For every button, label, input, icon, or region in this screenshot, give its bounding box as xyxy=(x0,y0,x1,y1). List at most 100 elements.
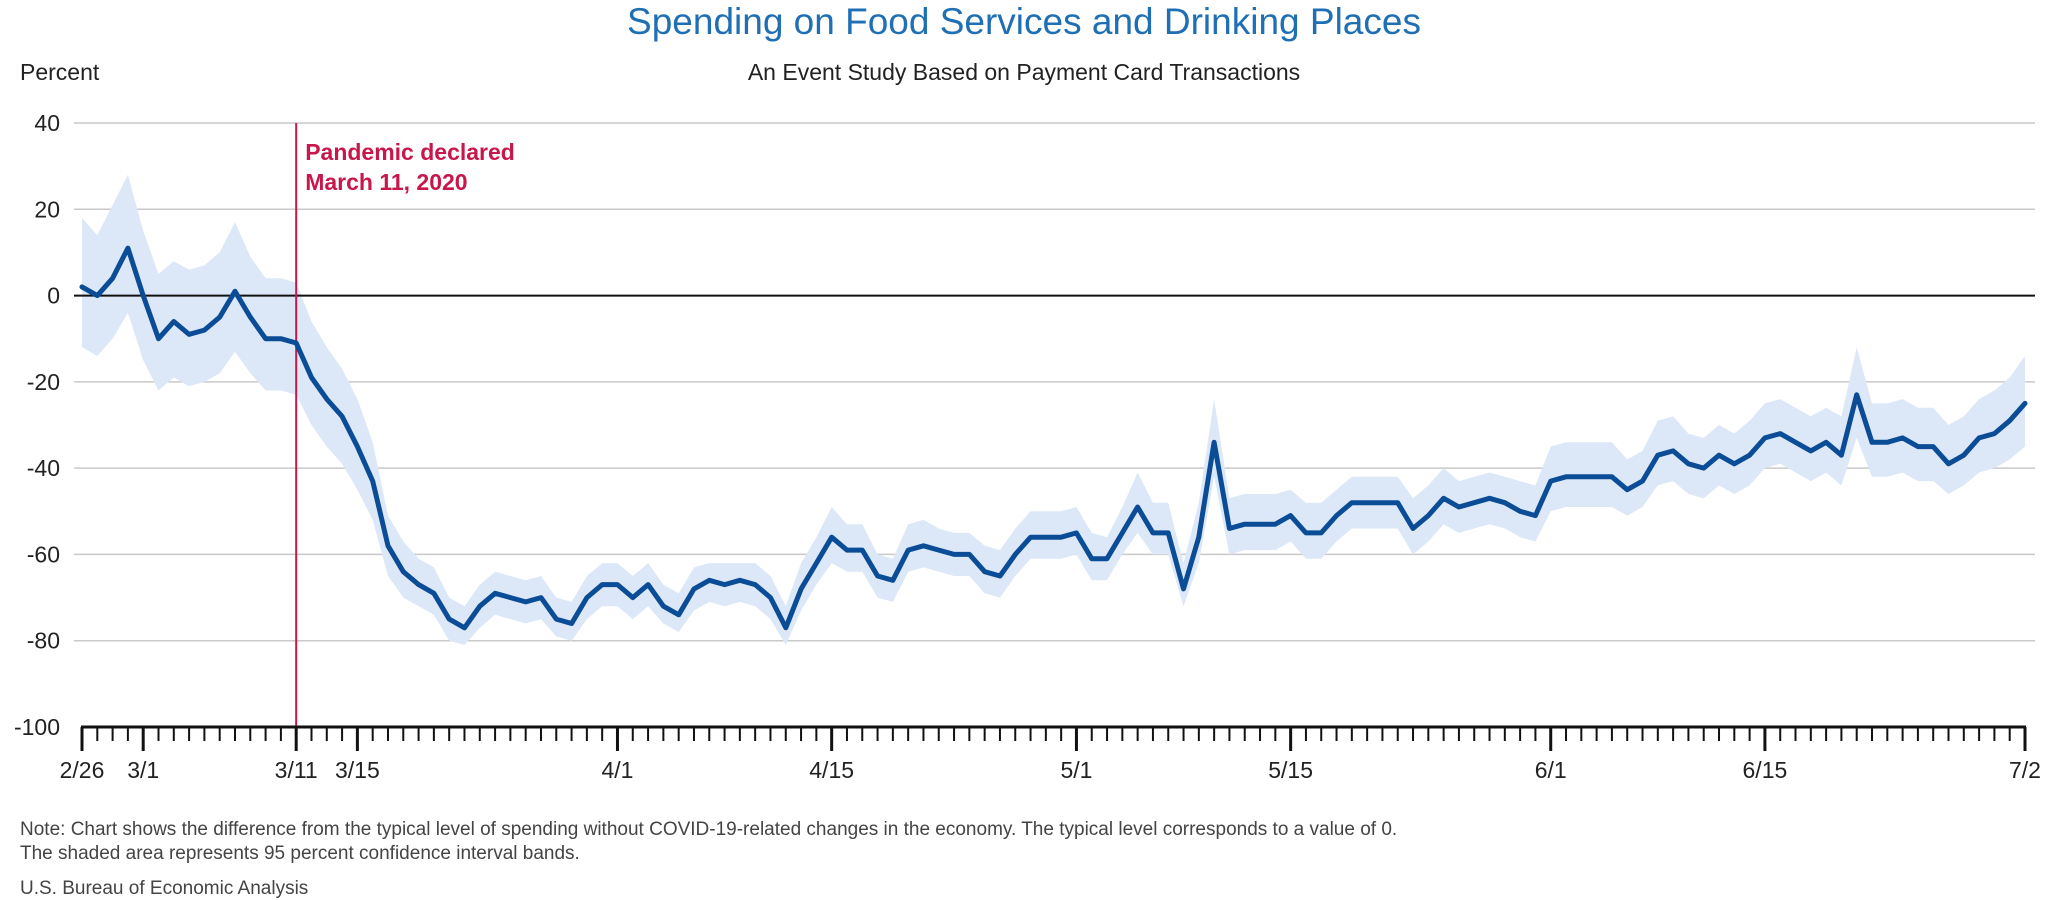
data-point xyxy=(202,328,207,333)
data-point xyxy=(462,625,467,630)
data-point xyxy=(1288,513,1293,518)
data-point xyxy=(263,336,268,341)
data-point xyxy=(1701,466,1706,471)
data-point xyxy=(753,582,758,587)
data-point xyxy=(171,319,176,324)
y-axis-label: Percent xyxy=(20,59,100,85)
data-point xyxy=(1640,479,1645,484)
data-point xyxy=(676,612,681,617)
data-point xyxy=(1456,505,1461,510)
data-point xyxy=(217,315,222,320)
data-point xyxy=(1778,431,1783,436)
data-point xyxy=(386,543,391,548)
data-point xyxy=(1426,513,1431,518)
data-point xyxy=(340,414,345,419)
data-point xyxy=(1900,435,1905,440)
data-point xyxy=(125,246,130,251)
note-line-2: The shaded area represents 95 percent co… xyxy=(20,843,580,864)
data-point xyxy=(1502,500,1507,505)
y-tick-label: -80 xyxy=(27,628,60,654)
data-point xyxy=(95,293,100,298)
y-tick-label: 0 xyxy=(47,283,60,309)
data-point xyxy=(1334,513,1339,518)
y-tick-labels: 40 20 0 -20 -40 -60 -80 -100 xyxy=(14,110,60,740)
gridlines xyxy=(74,122,2035,642)
data-point xyxy=(187,332,192,337)
data-point xyxy=(2007,418,2012,423)
data-point xyxy=(906,548,911,553)
confidence-band xyxy=(82,174,2025,646)
data-point xyxy=(1319,530,1324,535)
x-tick-label: 3/15 xyxy=(335,757,380,783)
data-point xyxy=(1150,530,1155,535)
data-point xyxy=(1594,474,1599,479)
data-point xyxy=(156,336,161,341)
data-point xyxy=(768,595,773,600)
annotation-line-1: Pandemic declared xyxy=(305,139,515,165)
data-point xyxy=(1181,586,1186,591)
data-point xyxy=(1349,500,1354,505)
data-point xyxy=(1120,530,1125,535)
data-point xyxy=(1166,530,1171,535)
data-point xyxy=(1961,453,1966,458)
y-tick-label: -20 xyxy=(27,369,60,395)
data-point xyxy=(860,548,865,553)
data-point xyxy=(982,569,987,574)
data-point xyxy=(1931,444,1936,449)
data-point xyxy=(1273,522,1278,527)
data-point xyxy=(1105,556,1110,561)
data-point xyxy=(1043,535,1048,540)
data-point xyxy=(447,617,452,622)
data-point xyxy=(294,341,299,346)
data-point xyxy=(508,595,513,600)
data-point xyxy=(967,552,972,557)
data-point xyxy=(1548,479,1553,484)
data-point xyxy=(1732,461,1737,466)
data-point xyxy=(523,599,528,604)
data-point xyxy=(998,574,1003,579)
data-point xyxy=(1854,392,1859,397)
data-point xyxy=(416,582,421,587)
data-point xyxy=(1395,500,1400,505)
x-axis: 2/26 3/1 3/11 3/15 4/1 4/15 5/1 5/15 6/1 6/15 7/2 xyxy=(60,725,2041,783)
data-point xyxy=(1625,487,1630,492)
y-tick-label: -40 xyxy=(27,455,60,481)
data-point xyxy=(1870,440,1875,445)
data-point xyxy=(370,479,375,484)
data-point xyxy=(1671,448,1676,453)
chart-note: Note: Chart shows the difference from th… xyxy=(20,818,1920,866)
data-point xyxy=(1946,461,1951,466)
data-point xyxy=(630,595,635,600)
x-tick-label: 6/15 xyxy=(1743,757,1788,783)
x-tick-label: 4/15 xyxy=(809,757,854,783)
x-tick-label: 3/11 xyxy=(275,757,318,783)
data-point xyxy=(1365,500,1370,505)
series-line xyxy=(79,245,2028,631)
y-tick-label: -100 xyxy=(14,714,60,740)
data-point xyxy=(707,578,712,583)
data-point xyxy=(141,293,146,298)
y-tick-label: -60 xyxy=(27,541,60,567)
data-point xyxy=(1793,440,1798,445)
data-point xyxy=(1533,513,1538,518)
data-point xyxy=(539,595,544,600)
data-point xyxy=(1028,535,1033,540)
data-point xyxy=(600,582,605,587)
data-point xyxy=(799,586,804,591)
data-point xyxy=(829,535,834,540)
x-tick-label: 3/1 xyxy=(127,757,159,783)
data-point xyxy=(1518,509,1523,514)
data-point xyxy=(1059,535,1064,540)
data-point xyxy=(1762,435,1767,440)
chart-subtitle: An Event Study Based on Payment Card Tra… xyxy=(747,59,1301,85)
data-point xyxy=(1977,435,1982,440)
data-point xyxy=(1824,440,1829,445)
data-point xyxy=(615,582,620,587)
x-tick-label: 5/1 xyxy=(1060,757,1092,783)
annotation-line-2: March 11, 2020 xyxy=(305,169,467,195)
data-point xyxy=(890,578,895,583)
data-point xyxy=(1915,444,1920,449)
source-credit: U.S. Bureau of Economic Analysis xyxy=(20,878,309,899)
data-point xyxy=(569,621,574,626)
